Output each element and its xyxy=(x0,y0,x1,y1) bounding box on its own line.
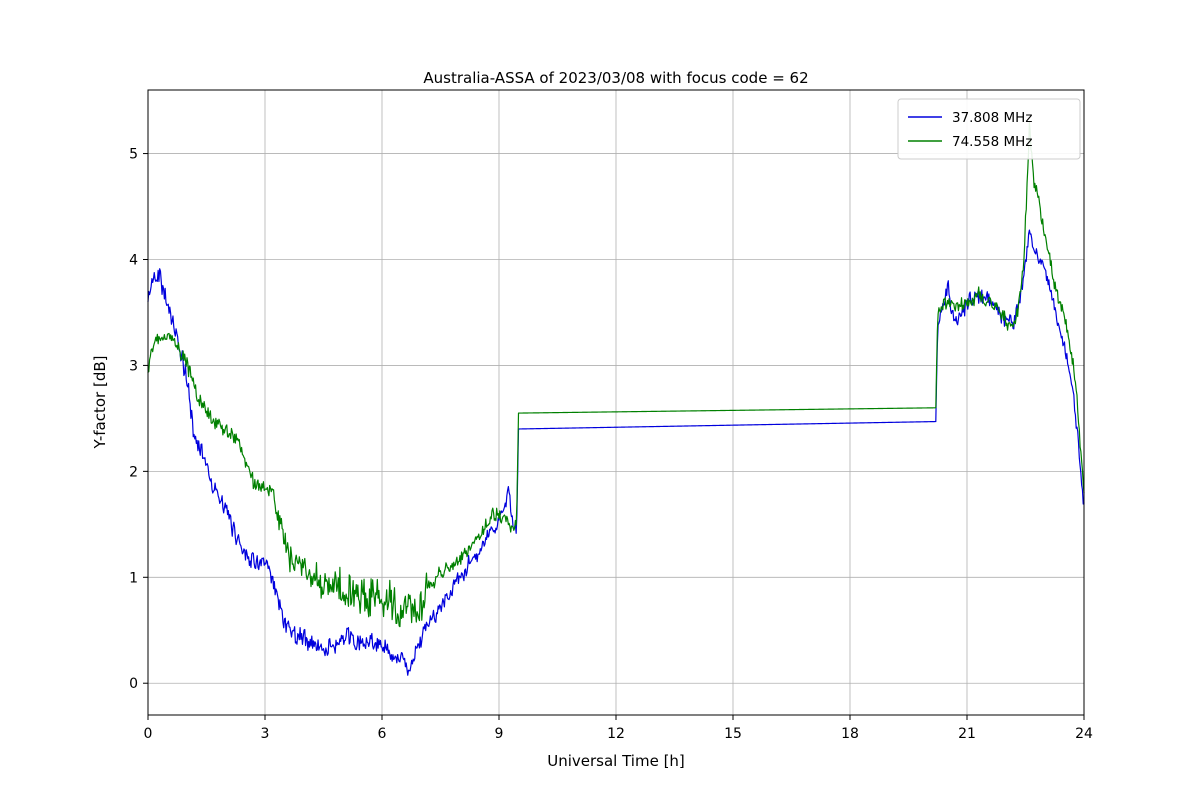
y-tick-label: 5 xyxy=(129,147,138,163)
grid-lines xyxy=(147,90,1085,715)
x-tick-label: 24 xyxy=(1075,726,1093,742)
y-tick-label: 1 xyxy=(129,570,138,586)
x-tick-label: 3 xyxy=(261,726,270,742)
x-tick-label: 15 xyxy=(724,726,742,742)
y-tick-label: 0 xyxy=(129,676,138,692)
x-tick-label: 12 xyxy=(607,726,625,742)
x-tick-label: 9 xyxy=(495,726,504,742)
y-tick-label: 2 xyxy=(129,464,138,480)
legend-label-1: 37.808 MHz xyxy=(952,110,1032,126)
series-line-green xyxy=(147,121,1085,628)
legend-item-1: 37.808 MHz xyxy=(908,110,1032,126)
x-tick-label: 0 xyxy=(144,726,153,742)
legend-item-2: 74.558 MHz xyxy=(908,134,1032,150)
axes-frame xyxy=(147,89,1085,716)
x-tick-label: 18 xyxy=(841,726,859,742)
x-tick-label: 21 xyxy=(958,726,976,742)
legend-box xyxy=(897,98,1081,160)
y-tick-label: 4 xyxy=(129,252,138,268)
legend-label-2: 74.558 MHz xyxy=(952,134,1032,150)
series-lines xyxy=(147,121,1085,676)
x-tick-label: 6 xyxy=(378,726,387,742)
y-tick-label: 3 xyxy=(129,358,138,374)
chart-title: Australia-ASSA of 2023/03/08 with focus … xyxy=(423,69,808,87)
y-axis-label: Y-factor [dB] xyxy=(91,355,109,449)
x-axis-label: Universal Time [h] xyxy=(547,752,685,770)
series-line-blue xyxy=(147,229,1085,676)
legend: 37.808 MHz 74.558 MHz xyxy=(897,98,1081,160)
axis-ticks xyxy=(143,153,1085,720)
